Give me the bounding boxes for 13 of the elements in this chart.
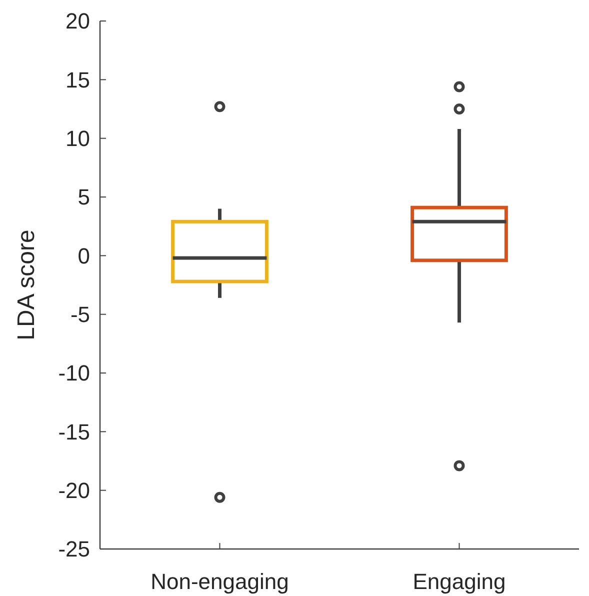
y-tick-label: 10 — [66, 126, 90, 152]
y-tick-label: -25 — [58, 536, 90, 562]
y-tick-label: -10 — [58, 360, 90, 386]
y-tick-label: 15 — [66, 67, 90, 92]
y-axis-title: LDA score — [13, 230, 40, 340]
y-tick-label: -20 — [58, 478, 90, 504]
y-tick-label: 5 — [78, 184, 90, 210]
x-tick-label: Engaging — [412, 569, 506, 594]
y-tick-label: -5 — [70, 302, 90, 328]
x-tick-label: Non-engaging — [150, 569, 289, 594]
y-tick-label: 20 — [66, 8, 90, 34]
y-tick-label: 0 — [78, 243, 90, 268]
y-tick-label: -15 — [58, 419, 90, 444]
